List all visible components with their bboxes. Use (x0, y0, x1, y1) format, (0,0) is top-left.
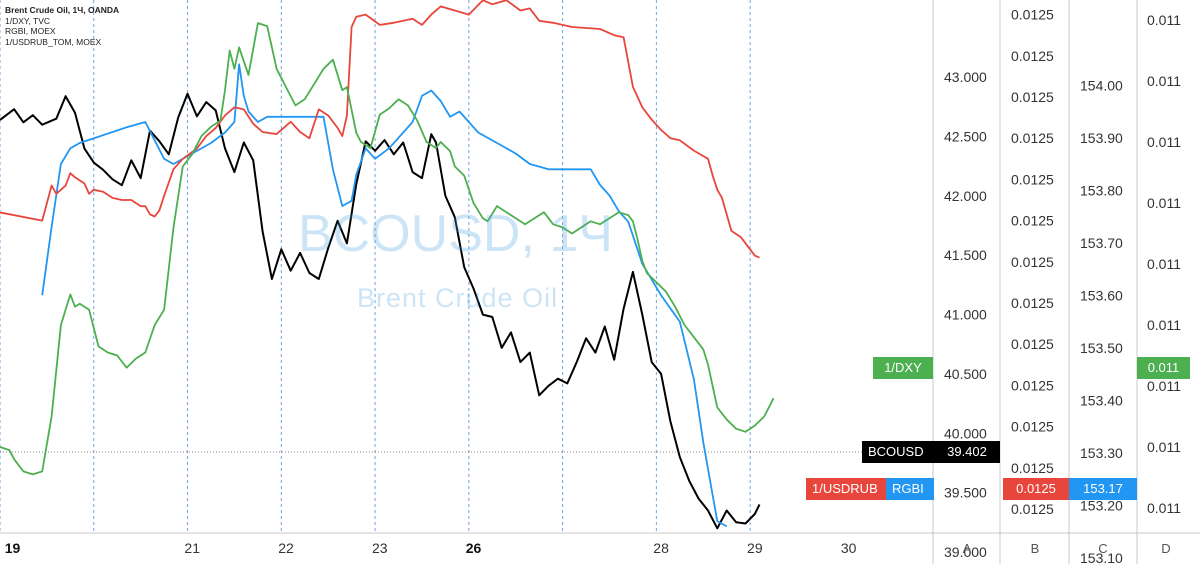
x-tick-label: 23 (372, 540, 388, 556)
legend-usdrub: 1/USDRUB_TOM, MOEX (5, 36, 102, 47)
axis-c-tick-label: 153.80 (1080, 182, 1123, 198)
axis-a-tick-label: 42.500 (944, 129, 987, 145)
series-line-dxy (0, 22, 775, 476)
axis-a-tick-label: 39.000 (944, 544, 987, 560)
legend-bco: Brent Crude Oil, 1Ч, OANDA (5, 5, 120, 15)
axis-b-tick-label: 0.0125 (1011, 460, 1054, 476)
axis-a-tick-label: 40.500 (944, 366, 987, 382)
badge-bco-value: 39.402 (934, 441, 1000, 463)
axis-c-tick-label: 153.90 (1080, 130, 1123, 146)
axis-c-tick-label: 153.10 (1080, 550, 1123, 564)
axis-b-tick-label: 0.0125 (1011, 7, 1054, 23)
chart-legend: Brent Crude Oil, 1Ч, OANDA 1/DXY, TVC RG… (5, 5, 119, 47)
axis-b-tick-label: 0.0125 (1011, 130, 1054, 146)
badge-c-value: 153.17 (1069, 478, 1137, 500)
axis-b-tick-label: 0.0125 (1011, 419, 1054, 435)
axis-b-tick-label: 0.0125 (1011, 213, 1054, 229)
axis-c-tick-label: 153.20 (1080, 497, 1123, 513)
axis-a-tick-label: 43.000 (944, 69, 987, 85)
axis-b-tick-label: 0.0125 (1011, 171, 1054, 187)
legend-dxy: 1/DXY, TVC (5, 15, 51, 26)
badge-dxy-label: 1/DXY (873, 357, 933, 379)
axis-c-tick-label: 153.50 (1080, 340, 1123, 356)
scale-button-c[interactable]: C (1098, 541, 1107, 556)
axis-d-tick-label: 0.011 (1147, 378, 1181, 394)
x-tick-label: 21 (184, 540, 200, 556)
scale-button-d[interactable]: D (1161, 541, 1170, 556)
axis-b-tick-label: 0.0125 (1011, 89, 1054, 105)
x-tick-label: 29 (747, 540, 763, 556)
legend-rgbi: RGBI, MOEX (5, 26, 56, 36)
badge-d-value: 0.011 (1137, 357, 1190, 379)
watermark-symbol: BCOUSD, 1Ч (298, 205, 613, 263)
axis-d-tick-label: 0.011 (1147, 439, 1181, 455)
axis-d-tick-label: 0.011 (1147, 317, 1181, 333)
axis-a-tick-label: 41.500 (944, 247, 987, 263)
axis-d-tick-label: 0.011 (1147, 256, 1181, 272)
scale-button-a[interactable]: A (963, 541, 972, 556)
axis-d-tick-label: 0.011 (1147, 500, 1181, 516)
axis-b-tick-label: 0.0125 (1011, 336, 1054, 352)
x-tick-label: 22 (278, 540, 294, 556)
axis-a-tick-label: 39.500 (944, 485, 987, 501)
series-line-usdrub (0, 0, 760, 259)
axis-d-tick-label: 0.011 (1147, 12, 1181, 28)
badge-b-value: 0.0125 (1003, 478, 1069, 500)
badge-rgbi-label: RGBI (886, 478, 934, 500)
axis-a-tick-label: 40.000 (944, 425, 987, 441)
axis-a-tick-label: 42.000 (944, 188, 987, 204)
axis-b-tick-label: 0.0125 (1011, 295, 1054, 311)
axis-d-tick-label: 0.011 (1147, 195, 1181, 211)
x-tick-label: 30 (841, 540, 857, 556)
x-tick-label: 28 (653, 540, 669, 556)
axis-b-tick-label: 0.0125 (1011, 501, 1054, 517)
x-tick-label: 19 (5, 540, 21, 556)
x-tick-label: 26 (466, 540, 482, 556)
axis-b-tick-label: 0.0125 (1011, 377, 1054, 393)
axis-c-tick-label: 153.30 (1080, 445, 1123, 461)
axis-d-tick-label: 0.011 (1147, 73, 1181, 89)
scale-button-b[interactable]: B (1031, 541, 1040, 556)
axis-c-tick-label: 153.60 (1080, 287, 1123, 303)
axis-d-tick-label: 0.011 (1147, 134, 1181, 150)
axis-c-tick-label: 153.40 (1080, 392, 1123, 408)
axis-b-tick-label: 0.0125 (1011, 254, 1054, 270)
badge-usdrub-label: 1/USDRUB (806, 478, 886, 500)
watermark-name: Brent Crude Oil (357, 283, 559, 313)
axis-c-tick-label: 154.00 (1080, 77, 1123, 93)
badge-bco-label: BCOUSD (862, 441, 934, 463)
axis-a-tick-label: 41.000 (944, 307, 987, 323)
axis-c-tick-label: 153.70 (1080, 235, 1123, 251)
axis-b-tick-label: 0.0125 (1011, 48, 1054, 64)
